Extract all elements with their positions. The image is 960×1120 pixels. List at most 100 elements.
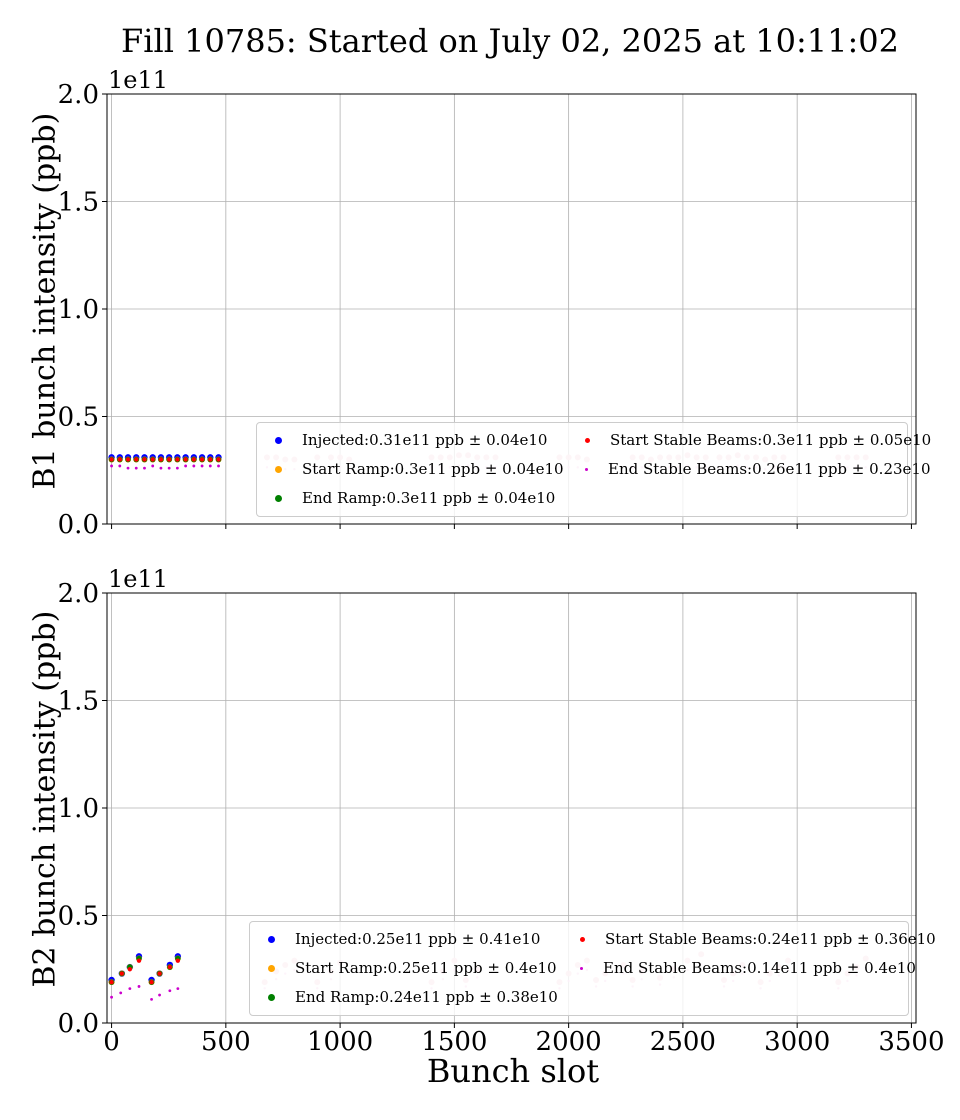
legend-marker-icon: [580, 936, 585, 942]
b2-x-tick-label: 1500: [421, 1027, 487, 1057]
legend-label: Injected:0.31e11 ppb ± 0.04e10: [302, 431, 548, 449]
legend-label: Start Ramp:0.25e11 ppb ± 0.4e10: [295, 959, 557, 977]
b1-point-series-3: [117, 457, 122, 462]
legend-label: Start Stable Beams:0.24e11 ppb ± 0.36e10: [605, 930, 936, 948]
b1-legend-injected: Injected:0.31e11 ppb ± 0.04e10: [257, 431, 547, 449]
b2-point-series-3: [127, 967, 133, 972]
b2-legend-injected: Injected:0.25e11 ppb ± 0.41e10: [250, 930, 540, 948]
b2-y-tick-label: 0.5: [58, 902, 99, 932]
b2-y-tick-label: 1.0: [58, 794, 99, 824]
b1-point-series-4: [118, 464, 122, 468]
b1-point-series-4: [192, 464, 196, 468]
b1-y-tick-label: 1.0: [58, 295, 99, 325]
b2-x-tick-label: 0: [103, 1027, 120, 1057]
b2-point-series-4: [119, 991, 123, 995]
b2-y-tick-label: 2.0: [58, 579, 99, 609]
b2-y-tick-label: 0.0: [58, 1009, 99, 1039]
b1-point-series-4: [110, 464, 113, 468]
b1-y-axis-label: B1 bunch intensity (ppb): [27, 112, 63, 490]
b1-point-series-4: [143, 466, 146, 470]
b1-y-tick-label: 0.0: [58, 510, 99, 540]
b2-x-tick-label: 2000: [536, 1027, 602, 1057]
chart-title: Fill 10785: Started on July 02, 2025 at …: [121, 22, 899, 60]
b2-point-series-3: [109, 979, 114, 985]
b1-y-tick-label: 2.0: [58, 80, 99, 110]
legend-label: End Stable Beams:0.26e11 ppb ± 0.23e10: [608, 460, 931, 478]
b2-legend-start-stable: Start Stable Beams:0.24e11 ppb ± 0.36e10: [562, 930, 936, 948]
legend-marker-icon: [585, 467, 588, 471]
b2-point-series-4: [176, 987, 180, 990]
b1-point-series-4: [159, 466, 163, 470]
b1-legend-start-ramp: Start Ramp:0.3e11 ppb ± 0.04e10: [257, 460, 564, 478]
b2-point-series-3: [136, 958, 142, 963]
b1-y-tick-label: 1.5: [58, 188, 99, 218]
b1-point-series-3: [183, 457, 188, 462]
legend-marker-icon: [268, 993, 275, 1001]
b1-point-series-4: [200, 464, 204, 468]
b2-point-series-4: [110, 995, 113, 999]
b1-point-series-4: [134, 466, 138, 470]
b2-legend: Injected:0.25e11 ppb ± 0.41e10 Start Ram…: [249, 921, 936, 1016]
b1-offset-label: 1e11: [108, 66, 169, 94]
legend-label: Start Ramp:0.3e11 ppb ± 0.04e10: [302, 460, 564, 478]
b1-point-series-4: [208, 464, 212, 468]
b1-point-series-3: [216, 457, 221, 462]
b2-point-series-3: [175, 958, 181, 963]
b1-point-series-3: [199, 457, 205, 462]
b2-x-tick-label: 3500: [878, 1027, 944, 1057]
b1-point-series-4: [151, 464, 155, 468]
legend-label: Start Stable Beams:0.3e11 ppb ± 0.05e10: [610, 431, 932, 449]
b1-point-series-4: [217, 464, 220, 468]
b1-point-series-3: [175, 457, 180, 462]
b2-y-axis-label: B2 bunch intensity (ppb): [27, 610, 63, 988]
b2-x-tick-label: 2500: [650, 1027, 716, 1057]
legend-marker-icon: [275, 465, 282, 473]
b1-point-series-4: [175, 466, 179, 470]
legend-label: End Stable Beams:0.14e11 ppb ± 0.4e10: [603, 959, 916, 977]
b1-point-series-4: [126, 466, 130, 470]
b2-point-series-4: [137, 985, 141, 988]
b1-legend-end-stable: End Stable Beams:0.26e11 ppb ± 0.23e10: [567, 460, 931, 478]
b2-point-series-4: [158, 993, 161, 997]
b2-point-series-3: [119, 971, 125, 976]
legend-marker-icon: [275, 436, 282, 444]
b1-legend: Injected:0.31e11 ppb ± 0.04e10 Start Ram…: [256, 422, 931, 517]
b1-point-series-3: [109, 457, 114, 462]
b1-y-tick-label: 0.5: [58, 403, 99, 433]
legend-marker-icon: [275, 494, 282, 502]
b1-point-series-3: [208, 457, 213, 462]
legend-marker-icon: [268, 964, 275, 972]
b2-offset-label: 1e11: [108, 565, 169, 593]
x-axis-label: Bunch slot: [426, 1052, 600, 1090]
b1-legend-end-ramp: End Ramp:0.3e11 ppb ± 0.04e10: [257, 489, 555, 507]
legend-label: End Ramp:0.24e11 ppb ± 0.38e10: [295, 988, 558, 1006]
b2-point-series-3: [167, 964, 173, 970]
b2-x-tick-label: 1000: [307, 1027, 373, 1057]
b1-point-series-4: [184, 464, 188, 468]
b2-point-series-3: [149, 979, 154, 985]
b2-legend-start-ramp: Start Ramp:0.25e11 ppb ± 0.4e10: [250, 959, 557, 977]
b2-point-series-3: [157, 971, 162, 976]
b2-y-tick-label: 1.5: [58, 687, 99, 717]
b2-legend-end-stable: End Stable Beams:0.14e11 ppb ± 0.4e10: [562, 959, 916, 977]
legend-label: Injected:0.25e11 ppb ± 0.41e10: [295, 930, 541, 948]
b1-point-series-3: [150, 457, 155, 462]
b1-point-series-3: [158, 457, 164, 462]
b1-point-series-3: [142, 457, 147, 462]
b2-point-series-4: [150, 997, 153, 1001]
b1-point-series-3: [125, 457, 131, 462]
b2-x-tick-label: 3000: [764, 1027, 830, 1057]
b2-x-tick-label: 500: [201, 1027, 251, 1057]
b2-legend-end-ramp: End Ramp:0.24e11 ppb ± 0.38e10: [250, 988, 558, 1006]
legend-marker-icon: [268, 935, 275, 943]
b1-point-series-4: [167, 466, 171, 470]
legend-label: End Ramp:0.3e11 ppb ± 0.04e10: [302, 489, 556, 507]
b1-legend-start-stable: Start Stable Beams:0.3e11 ppb ± 0.05e10: [567, 431, 931, 449]
legend-marker-icon: [580, 966, 583, 970]
b1-point-series-3: [134, 457, 139, 462]
b1-point-series-3: [166, 457, 172, 462]
b1-point-series-3: [191, 457, 197, 462]
b2-point-series-4: [128, 987, 132, 990]
b2-point-series-4: [168, 989, 172, 993]
